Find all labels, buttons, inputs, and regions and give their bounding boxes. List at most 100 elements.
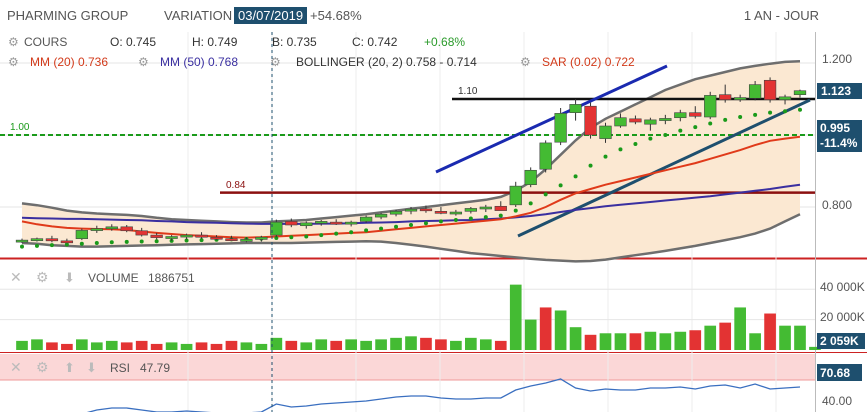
rsi-tick-40: 40.00 [822,394,852,408]
candle-body [75,230,88,239]
candle [389,209,403,217]
candle-body [599,125,612,139]
sar-dot [199,238,204,243]
gear-icon[interactable]: ⚙ [36,359,49,375]
sar-dot [498,213,503,218]
candle [225,235,238,241]
arrow-down-icon[interactable]: ⬇ [86,360,97,375]
candle-body [345,221,358,225]
gear-icon[interactable]: ⚙ [36,269,49,285]
volume-bar [509,284,522,350]
candle-body [509,185,522,206]
rsi-last-label: 70.68 [820,366,850,380]
candle-body [748,84,762,99]
candle [135,227,148,237]
volume-bar [524,319,537,350]
gear-icon[interactable]: ⚙ [138,55,149,69]
candle [404,207,418,215]
volume-bar [16,340,28,350]
candle-body [719,94,732,101]
candle [629,115,642,125]
volume-bar [450,340,462,350]
volume-bar [554,310,567,350]
gear-icon[interactable]: ⚙ [8,55,19,69]
close-icon[interactable]: ✕ [10,269,22,285]
candle [90,225,103,233]
arrow-down-icon[interactable]: ⬇ [64,270,75,285]
sar-dot [663,133,668,137]
volume-bar [76,339,88,350]
sar-dot [349,230,354,235]
close-icon[interactable]: ✕ [10,359,22,375]
candle [285,218,298,228]
variation-label: VARIATION [164,8,233,23]
price-tick-1200: 1.200 [822,52,852,66]
level-pct-label: -11.4% [820,136,858,150]
sar-dot [783,109,788,114]
sar-dot [394,224,399,229]
sar-dot [274,235,279,240]
candle-body [30,238,44,241]
trendline-upper-channel[interactable] [435,64,668,174]
sar-dot [139,239,144,244]
volume-bar [330,340,343,350]
sar-dot [154,239,159,244]
legend-main: ⚙ COURS O: 0.745 H: 0.749 B: 0.735 C: 0.… [8,35,635,69]
candle-body [614,117,627,127]
sar-dot [738,115,743,119]
candle-body [270,221,283,236]
sar-dot [798,107,802,112]
candle [494,201,507,211]
sar-dot [588,163,593,168]
candle-body [389,211,403,215]
volume-bar [285,340,298,350]
candle-body [135,230,148,236]
candle-body [659,118,672,121]
sar-dot [558,183,563,188]
level-price-label: 0.995 [820,121,850,135]
volume-value: 1886751 [148,271,195,285]
candle [240,237,253,243]
volume-bar [659,333,672,350]
legend-volume: ✕ ⚙ ⬇ VOLUME 1886751 [10,269,195,285]
sar-dot [693,125,698,130]
candle-body [734,97,747,101]
sar-dot [20,244,24,249]
sar-dot [304,234,309,239]
sar-dot [79,241,84,246]
candle-body [105,226,118,230]
sar-dot [34,243,39,248]
candle-body [449,211,463,215]
rsi-last-box [817,364,862,381]
trendline-support[interactable] [517,98,811,238]
arrow-up-icon[interactable]: ⬆ [64,360,75,375]
chart-header: PHARMING GROUP VARIATION 03/07/2019 +54.… [0,0,867,32]
candle [734,94,747,102]
gear-icon[interactable]: ⚙ [520,55,531,69]
volume-bar [779,325,791,350]
period-selector[interactable]: 1 AN - JOUR [743,8,819,23]
candle-body [689,112,702,117]
volume-bar [315,339,328,350]
legend-close: C: 0.742 [352,35,398,49]
cursor-date-label: 03/07/2019 [234,7,308,24]
sar-dot [184,238,189,243]
candle [120,225,133,233]
candle [793,89,807,98]
gear-icon[interactable]: ⚙ [8,35,19,49]
legend-sar: SAR (0.02) 0.722 [542,55,635,69]
volume-bar [689,330,702,350]
volume-tick-40000: 40 000K [820,280,865,294]
volume-bar [255,343,268,350]
mm20-line [21,135,801,239]
sar-dot [94,241,99,245]
candle-body [793,90,807,95]
sar-dot [49,243,54,248]
gear-icon[interactable]: ⚙ [270,55,281,69]
candle [748,81,762,101]
volume-bar [360,340,372,350]
volume-bar [599,333,612,350]
candle-body [629,118,642,123]
sar-dot [753,112,758,117]
